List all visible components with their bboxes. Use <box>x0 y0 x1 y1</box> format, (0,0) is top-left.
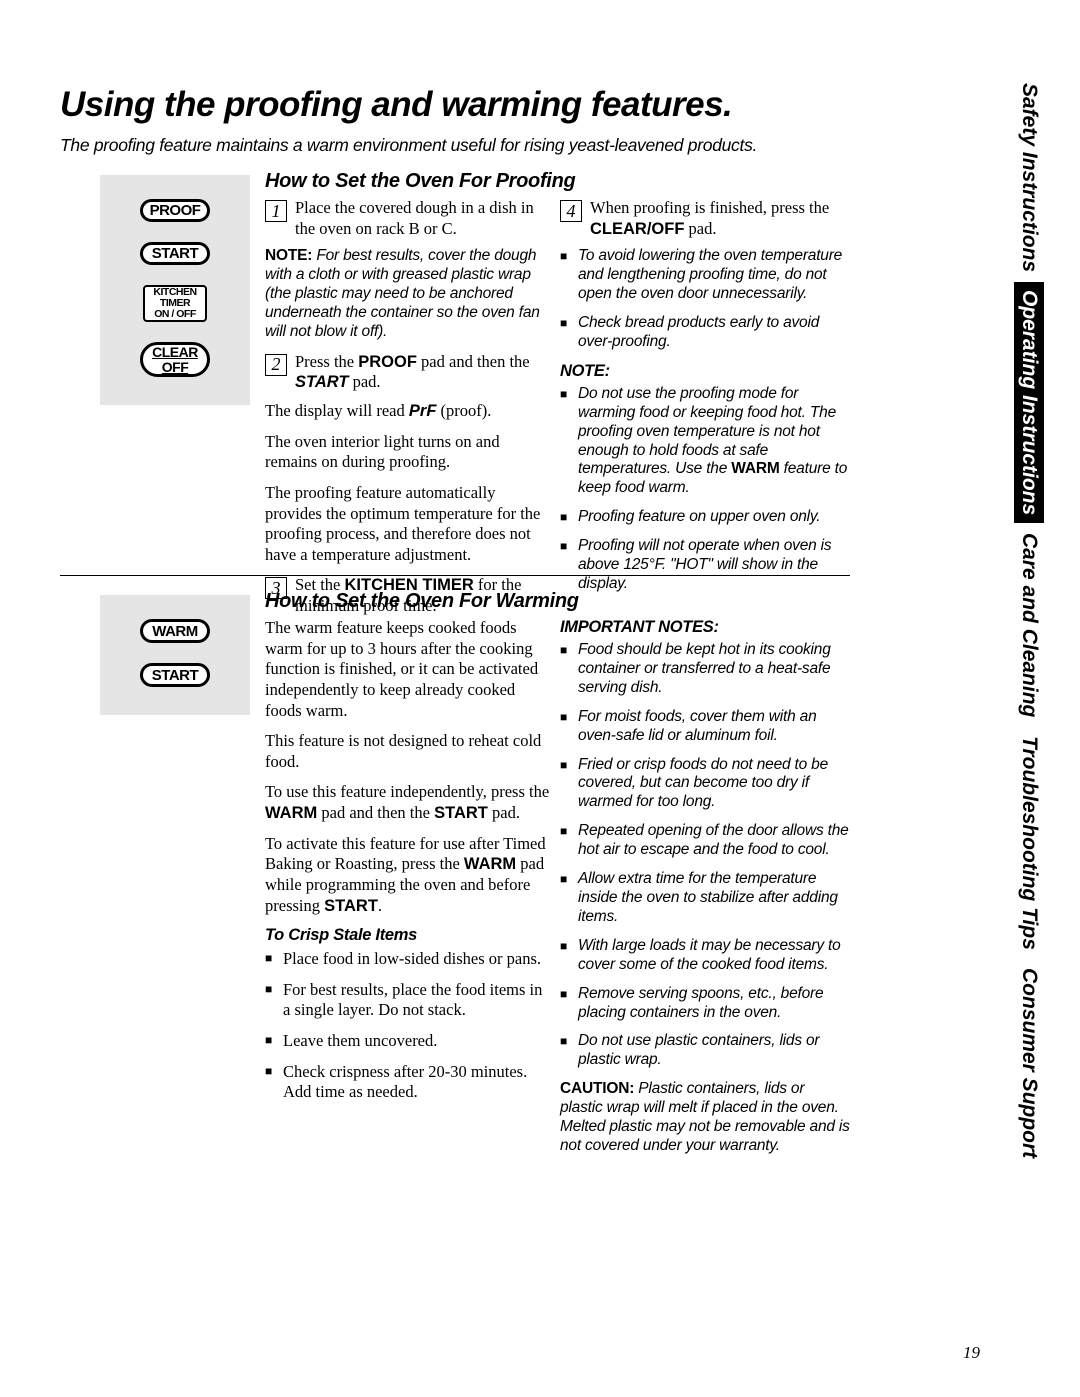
side-tabs: Safety Instructions Operating Instructio… <box>1014 75 1044 1168</box>
clear-off-button: CLEAR OFF <box>140 342 210 377</box>
start-button-2: START <box>140 663 210 687</box>
tab-operating: Operating Instructions <box>1014 282 1044 523</box>
proofing-note1: NOTE: For best results, cover the dough … <box>265 247 550 342</box>
tab-safety: Safety Instructions <box>1014 75 1044 280</box>
page-number: 19 <box>963 1343 980 1363</box>
warming-p2: This feature is not designed to reheat c… <box>265 731 550 772</box>
warming-p4: To activate this feature for use after T… <box>265 834 550 917</box>
note-6: With large loads it may be necessary to … <box>560 937 850 975</box>
step-4: 4 When proofing is finished, press the C… <box>560 198 850 239</box>
warming-heading: How to Set the Oven For Warming <box>265 590 579 613</box>
warming-p1: The warm feature keeps cooked foods warm… <box>265 618 550 721</box>
warming-right-col: IMPORTANT NOTES: Food should be kept hot… <box>560 618 850 1166</box>
proofing-b2: Check bread products early to avoid over… <box>560 314 850 352</box>
proofing-heading: How to Set the Oven For Proofing <box>265 170 575 193</box>
warm-button: WARM <box>140 619 210 643</box>
proofing-right-col: 4 When proofing is finished, press the C… <box>560 198 850 604</box>
proofing-button-panel: PROOF START KITCHEN TIMER ON / OFF CLEAR… <box>100 175 250 405</box>
step-num-2: 2 <box>265 354 287 376</box>
note-3: Fried or crisp foods do not need to be c… <box>560 756 850 813</box>
warming-left-col: The warm feature keeps cooked foods warm… <box>265 618 550 1113</box>
page-title: Using the proofing and warming features. <box>60 85 732 125</box>
crisp-heading: To Crisp Stale Items <box>265 926 550 945</box>
proofing-b5: Proofing will not operate when oven is a… <box>560 537 850 594</box>
important-notes-heading: IMPORTANT NOTES: <box>560 618 850 637</box>
note-2: For moist foods, cover them with an oven… <box>560 708 850 746</box>
note-5: Allow extra time for the temperature ins… <box>560 870 850 927</box>
clear-line1: CLEAR <box>152 345 198 360</box>
tab-consumer: Consumer Support <box>1014 960 1044 1166</box>
kitchen-timer-button: KITCHEN TIMER ON / OFF <box>143 285 207 322</box>
crisp-3: Leave them uncovered. <box>265 1031 550 1052</box>
start-button: START <box>140 242 210 265</box>
step-4-text: When proofing is finished, press the CLE… <box>590 198 850 239</box>
step-num-1: 1 <box>265 200 287 222</box>
tab-care: Care and Cleaning <box>1014 525 1044 725</box>
warming-p3: To use this feature independently, press… <box>265 782 550 823</box>
auto-text: The proofing feature automatically provi… <box>265 483 550 566</box>
proofing-b3: Do not use the proofing mode for warming… <box>560 385 850 498</box>
step-1: 1 Place the covered dough in a dish in t… <box>265 198 550 239</box>
crisp-2: For best results, place the food items i… <box>265 980 550 1021</box>
proofing-b4: Proofing feature on upper oven only. <box>560 508 850 527</box>
crisp-4: Check crispness after 20-30 minutes. Add… <box>265 1062 550 1103</box>
proofing-bullets-1: To avoid lowering the oven temperature a… <box>560 247 850 352</box>
caution-text: CAUTION: Plastic containers, lids or pla… <box>560 1080 850 1156</box>
step-2: 2 Press the PROOF pad and then the START… <box>265 352 550 393</box>
note-1: Food should be kept hot in its cooking c… <box>560 641 850 698</box>
note-8: Do not use plastic containers, lids or p… <box>560 1032 850 1070</box>
section-divider <box>60 575 850 576</box>
light-text: The oven interior light turns on and rem… <box>265 432 550 473</box>
clear-line2: OFF <box>162 360 189 375</box>
crisp-bullets: Place food in low-sided dishes or pans. … <box>265 949 550 1103</box>
proofing-bullets-2: Do not use the proofing mode for warming… <box>560 385 850 594</box>
important-bullets: Food should be kept hot in its cooking c… <box>560 641 850 1070</box>
proofing-left-col: 1 Place the covered dough in a dish in t… <box>265 198 550 625</box>
tab-troubleshooting: Troubleshooting Tips <box>1014 728 1044 958</box>
proofing-b1: To avoid lowering the oven temperature a… <box>560 247 850 304</box>
step-num-4: 4 <box>560 200 582 222</box>
intro-text: The proofing feature maintains a warm en… <box>60 135 757 156</box>
note-label: NOTE: <box>560 362 850 381</box>
step-1-text: Place the covered dough in a dish in the… <box>295 198 550 239</box>
crisp-1: Place food in low-sided dishes or pans. <box>265 949 550 970</box>
display-text: The display will read PrF (proof). <box>265 401 550 422</box>
step-2-text: Press the PROOF pad and then the START p… <box>295 352 550 393</box>
proof-button: PROOF <box>140 199 210 222</box>
note-4: Repeated opening of the door allows the … <box>560 822 850 860</box>
timer-line3: ON / OFF <box>154 309 196 320</box>
warming-button-panel: WARM START <box>100 595 250 715</box>
note-7: Remove serving spoons, etc., before plac… <box>560 985 850 1023</box>
